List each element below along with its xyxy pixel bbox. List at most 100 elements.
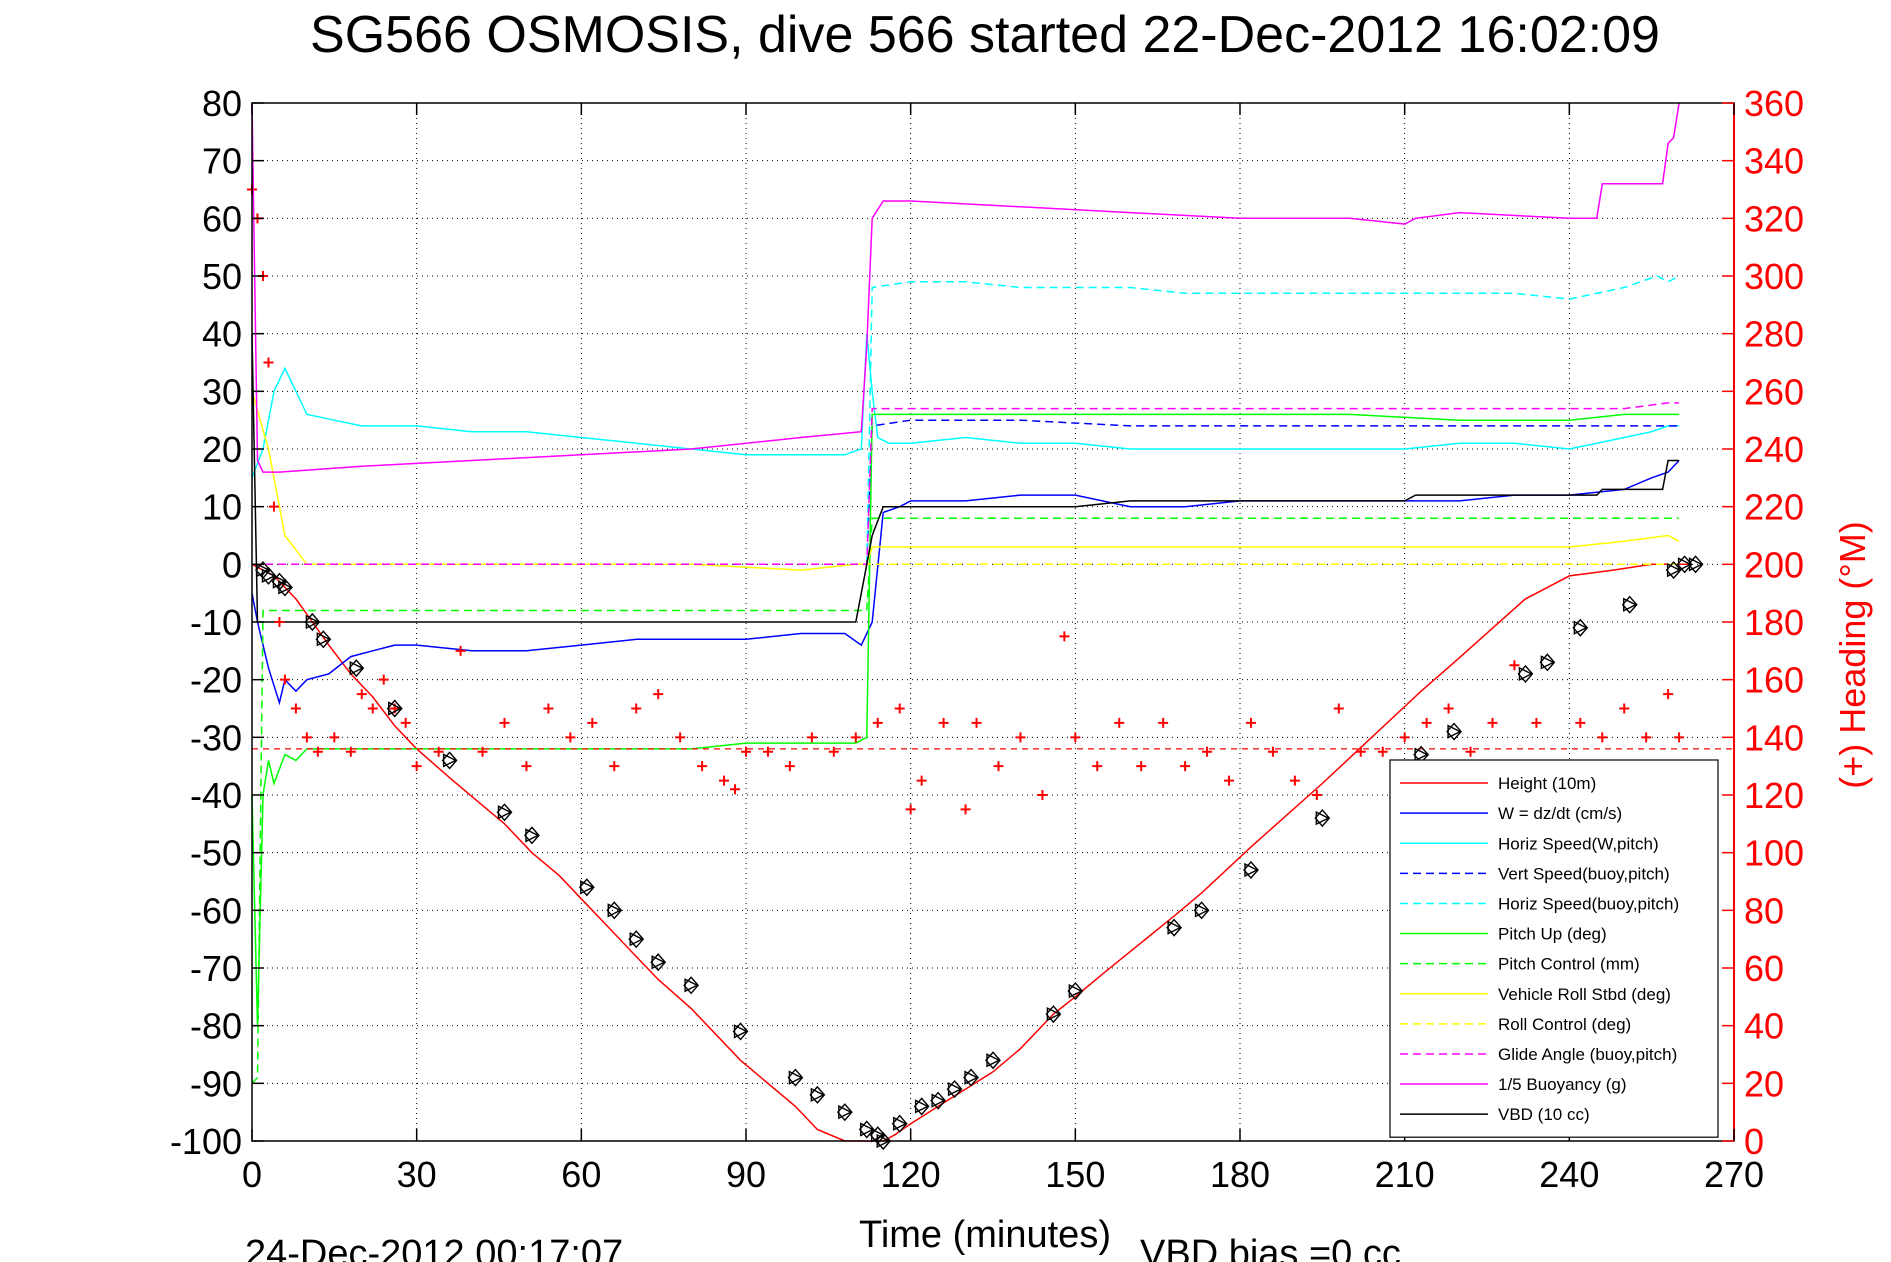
right-axis-label: (+) Heading (°M) bbox=[1832, 521, 1873, 788]
heading-point bbox=[587, 717, 598, 728]
heading-point bbox=[455, 645, 466, 656]
heading-point bbox=[806, 732, 817, 743]
heading-point bbox=[1289, 775, 1300, 786]
dive-marker bbox=[1193, 901, 1210, 920]
heading-point bbox=[1114, 717, 1125, 728]
heading-point bbox=[1619, 703, 1630, 714]
x-tick-label: 270 bbox=[1704, 1154, 1764, 1195]
series-line-5 bbox=[866, 275, 1680, 565]
dive-marker bbox=[683, 976, 700, 995]
heading-point bbox=[971, 717, 982, 728]
heading-point bbox=[741, 746, 751, 757]
y-right-tick-label: 200 bbox=[1744, 544, 1804, 585]
heading-point bbox=[411, 761, 422, 772]
legend-label: 1/5 Buoyancy (g) bbox=[1498, 1075, 1627, 1094]
y-tick-label: 40 bbox=[202, 314, 242, 355]
legend-label: VBD (10 cc) bbox=[1498, 1105, 1590, 1124]
series-line-2 bbox=[251, 459, 1680, 706]
y-tick-label: -70 bbox=[190, 948, 242, 989]
heading-point bbox=[312, 746, 323, 757]
dive-marker bbox=[985, 1051, 1001, 1070]
heading-point bbox=[1641, 732, 1652, 743]
y-tick-label: -100 bbox=[170, 1121, 242, 1162]
x-tick-label: 0 bbox=[242, 1154, 262, 1195]
dive-marker bbox=[1539, 653, 1556, 672]
x-tick-label: 210 bbox=[1375, 1154, 1435, 1195]
heading-point bbox=[565, 732, 576, 743]
y-tick-label: 10 bbox=[202, 487, 242, 528]
dive-marker bbox=[1517, 664, 1534, 683]
dive-marker bbox=[930, 1091, 947, 1110]
x-tick-label: 150 bbox=[1045, 1154, 1105, 1195]
y-right-tick-label: 360 bbox=[1744, 83, 1804, 124]
series-line-3 bbox=[251, 333, 1680, 479]
heading-point bbox=[378, 674, 389, 685]
dive-marker bbox=[304, 612, 321, 632]
heading-point bbox=[477, 746, 488, 757]
dive-marker bbox=[1166, 918, 1183, 937]
y-tick-label: -90 bbox=[190, 1063, 242, 1104]
footer-vbd-bias: VBD bias =0 cc bbox=[1140, 1233, 1401, 1262]
heading-point bbox=[1465, 746, 1476, 757]
y-right-tick-label: 160 bbox=[1744, 660, 1804, 701]
heading-point bbox=[1037, 790, 1048, 800]
heading-point bbox=[263, 357, 274, 368]
dive-marker bbox=[963, 1068, 979, 1087]
y-right-tick-label: 240 bbox=[1744, 429, 1804, 470]
heading-point bbox=[1674, 732, 1685, 743]
dive-marker bbox=[946, 1080, 963, 1099]
heading-point bbox=[1399, 732, 1410, 743]
heading-point bbox=[1136, 761, 1147, 772]
y-right-tick-label: 340 bbox=[1744, 141, 1804, 182]
heading-point bbox=[1180, 761, 1191, 772]
y-tick-label: 50 bbox=[202, 256, 242, 297]
heading-point bbox=[1311, 790, 1322, 800]
heading-point bbox=[1487, 717, 1498, 728]
x-tick-label: 180 bbox=[1210, 1154, 1270, 1195]
dive-marker bbox=[1676, 555, 1693, 574]
heading-point bbox=[1224, 775, 1235, 786]
x-tick-label: 120 bbox=[881, 1154, 941, 1195]
heading-point bbox=[762, 746, 773, 757]
heading-point bbox=[993, 761, 1004, 772]
y-tick-label: 0 bbox=[222, 544, 242, 585]
dive-marker bbox=[1067, 982, 1084, 1001]
heading-point bbox=[631, 703, 642, 714]
heading-point bbox=[1202, 746, 1213, 757]
heading-point bbox=[356, 689, 367, 700]
dive-marker bbox=[836, 1103, 853, 1122]
y-tick-label: -30 bbox=[190, 717, 242, 758]
y-right-tick-label: 60 bbox=[1744, 948, 1784, 989]
dive-marker bbox=[578, 878, 595, 897]
y-tick-label: 60 bbox=[202, 198, 242, 239]
dive-marker bbox=[628, 930, 645, 949]
axes: 0 30 60 90 120 150 180 210 240 270 80 70 60 50 40 30 20 1… bbox=[170, 83, 1804, 1195]
heading-point bbox=[609, 761, 620, 772]
heading-point bbox=[499, 717, 510, 728]
heading-point bbox=[653, 689, 664, 700]
dive-marker bbox=[1446, 722, 1463, 741]
heading-point bbox=[784, 761, 795, 772]
dive-marker bbox=[787, 1068, 804, 1087]
heading-point bbox=[543, 703, 554, 714]
y-right-tick-label: 180 bbox=[1744, 602, 1804, 643]
y-right-tick-label: 40 bbox=[1744, 1006, 1784, 1047]
heading-point bbox=[1597, 732, 1608, 743]
dive-marker bbox=[1045, 1005, 1062, 1024]
heading-point bbox=[521, 761, 532, 772]
legend-label: Vert Speed(buoy,pitch) bbox=[1498, 864, 1670, 883]
y-right-tick-label: 260 bbox=[1744, 371, 1804, 412]
y-right-tick-label: 80 bbox=[1744, 890, 1784, 931]
dive-marker bbox=[732, 1022, 749, 1041]
y-right-tick-label: 300 bbox=[1744, 256, 1804, 297]
x-tick-label: 240 bbox=[1539, 1154, 1599, 1195]
heading-point bbox=[1015, 732, 1026, 743]
heading-point bbox=[274, 617, 285, 627]
series-line-11 bbox=[251, 102, 1680, 473]
heading-point bbox=[400, 717, 411, 728]
legend-label: Pitch Up (deg) bbox=[1498, 925, 1607, 944]
heading-point bbox=[916, 775, 927, 786]
y-right-tick-label: 280 bbox=[1744, 314, 1804, 355]
chart-title: SG566 OSMOSIS, dive 566 started 22-Dec-2… bbox=[310, 6, 1660, 64]
dive-marker bbox=[650, 953, 667, 972]
